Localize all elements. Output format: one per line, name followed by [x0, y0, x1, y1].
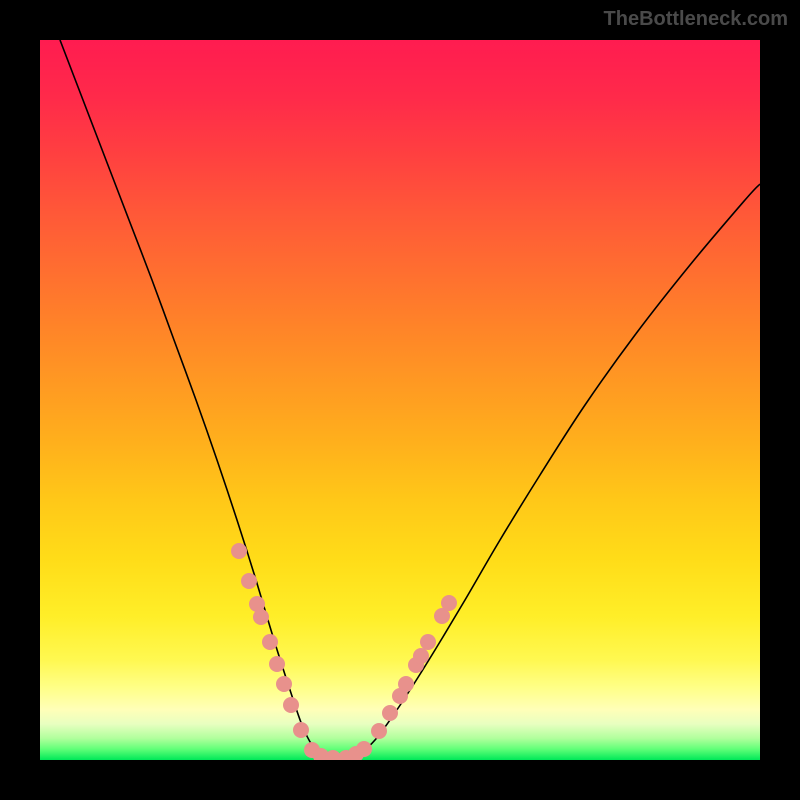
data-marker: [253, 609, 269, 625]
plot-area: [40, 40, 760, 760]
data-marker: [441, 595, 457, 611]
data-marker: [276, 676, 292, 692]
watermark-text: TheBottleneck.com: [604, 8, 788, 31]
data-marker: [413, 648, 429, 664]
left-curve: [60, 40, 335, 758]
data-marker: [269, 656, 285, 672]
data-marker: [356, 741, 372, 757]
data-marker: [262, 634, 278, 650]
right-curve: [335, 184, 760, 758]
data-marker: [398, 676, 414, 692]
chart-container: TheBottleneck.com: [0, 0, 800, 800]
data-marker: [382, 705, 398, 721]
data-marker: [371, 723, 387, 739]
data-marker: [420, 634, 436, 650]
data-marker: [231, 543, 247, 559]
data-marker: [283, 697, 299, 713]
data-marker: [293, 722, 309, 738]
curve-overlay: [40, 40, 760, 760]
data-marker: [241, 573, 257, 589]
